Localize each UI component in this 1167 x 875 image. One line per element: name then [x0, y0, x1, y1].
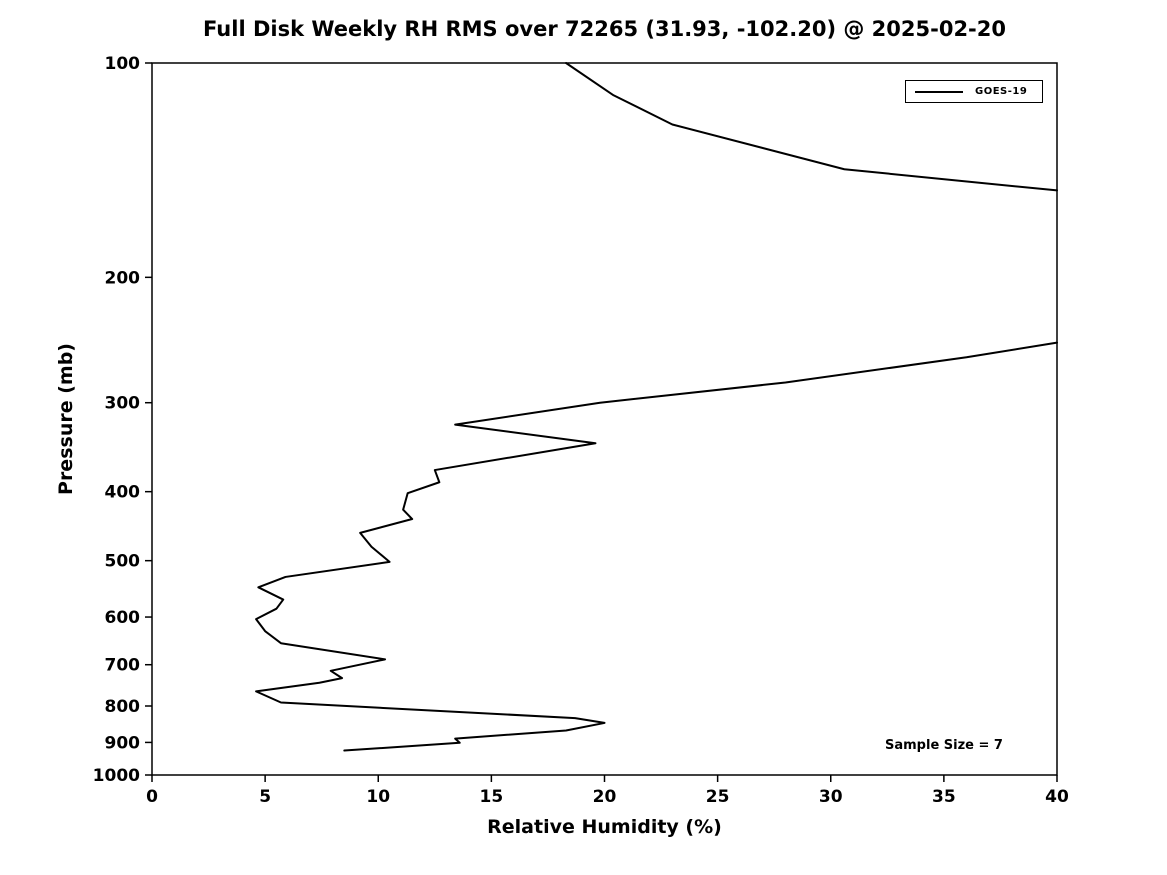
y-tick-label: 300: [105, 394, 141, 414]
legend-line-sample: [915, 90, 963, 93]
y-tick-label: 1000: [93, 766, 140, 786]
y-tick-label: 500: [105, 552, 141, 572]
x-tick-label: 0: [146, 787, 158, 807]
y-tick-label: 400: [105, 483, 141, 503]
x-tick-label: 10: [366, 787, 390, 807]
x-tick-label: 35: [932, 787, 956, 807]
legend: GOES-19: [905, 80, 1043, 103]
x-axis-label: Relative Humidity (%): [487, 816, 722, 838]
x-tick-label: 25: [706, 787, 730, 807]
y-tick-label: 200: [105, 268, 141, 288]
y-tick-label: 800: [105, 697, 141, 717]
y-tick-label: 100: [105, 54, 141, 74]
x-tick-label: 5: [259, 787, 271, 807]
y-axis-label: Pressure (mb): [55, 343, 77, 495]
chart-title: Full Disk Weekly RH RMS over 72265 (31.9…: [203, 17, 1006, 41]
x-tick-label: 30: [819, 787, 843, 807]
x-tick-label: 15: [480, 787, 504, 807]
rh-profile-line: [255, 341, 1058, 752]
sample-size-annotation: Sample Size = 7: [885, 738, 1003, 753]
legend-label: GOES-19: [975, 86, 1028, 97]
rh-profile-line: [565, 62, 1058, 192]
y-tick-label: 600: [105, 608, 141, 628]
x-tick-label: 40: [1045, 787, 1069, 807]
y-tick-label: 700: [105, 656, 141, 676]
axes-box: [151, 62, 1058, 776]
x-tick-label: 20: [593, 787, 617, 807]
y-tick-label: 900: [105, 733, 141, 753]
